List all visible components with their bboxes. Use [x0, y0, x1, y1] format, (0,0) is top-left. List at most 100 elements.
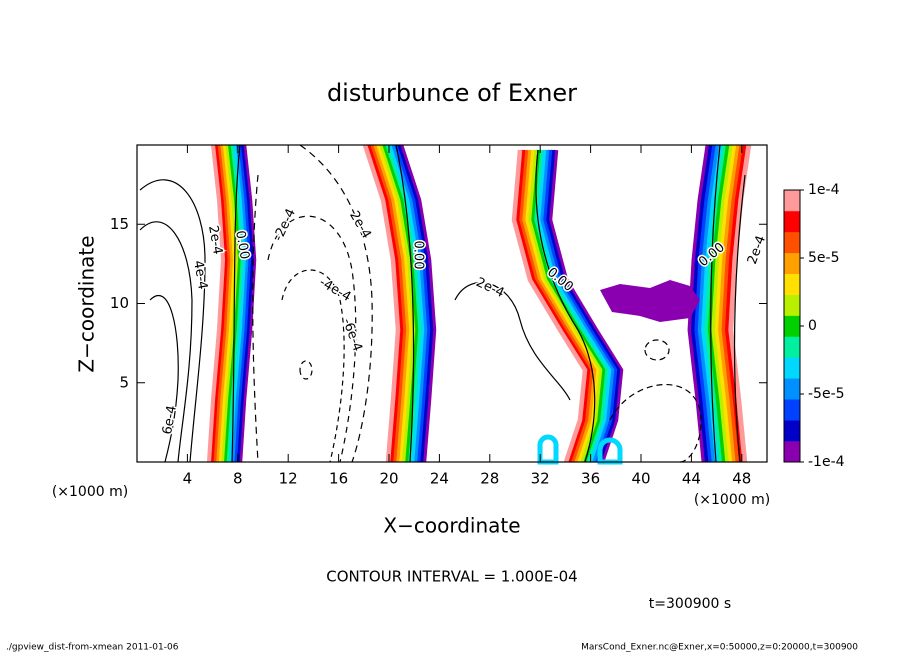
colorbar-swatch [784, 210, 800, 233]
y-unit-label: (×1000 m) [52, 484, 128, 500]
contour-line [252, 174, 259, 463]
x-tick-label: 32 [531, 470, 550, 488]
contour-line [644, 339, 670, 361]
contour-fill [217, 144, 236, 463]
contour-fill [523, 149, 600, 463]
contour-label: 0.00 [232, 229, 252, 260]
colorbar-tick-label: -5e-5 [808, 386, 845, 402]
contour-fill [383, 144, 422, 463]
contour-fill [704, 144, 728, 463]
contour-label: 6e-4 [160, 404, 180, 435]
contour-fill [365, 144, 404, 463]
contour-line [454, 282, 571, 401]
contour-fill [520, 149, 597, 463]
y-tick-label: 10 [110, 294, 129, 312]
contour-line [609, 384, 702, 463]
contour-fill [235, 144, 254, 463]
contour-label: 0.00 [411, 241, 426, 270]
contour-line [299, 360, 313, 380]
contour-fill [380, 144, 419, 463]
x-tick-label: 12 [279, 470, 298, 488]
contour-fill [517, 149, 594, 463]
colorbar-tick-label: -1e-4 [808, 454, 845, 470]
contour-fill [697, 144, 721, 463]
contour-line [299, 144, 373, 463]
contour-line [149, 294, 179, 463]
contour-fill [538, 149, 615, 463]
x-tick-label: 20 [379, 470, 398, 488]
x-tick-label: 16 [329, 470, 348, 488]
x-tick-label: 36 [581, 470, 600, 488]
y-axis-label: Z−coordinate [75, 235, 99, 372]
contour-fill [718, 144, 742, 463]
contour-label: -2e-4 [271, 206, 299, 243]
contour-line [139, 221, 193, 463]
contour-line [395, 144, 415, 463]
contour-line [733, 174, 746, 463]
contour-label: 2e-4 [745, 234, 769, 267]
contour-fill [209, 144, 228, 463]
contour-fill [374, 144, 413, 463]
contour-fill [511, 149, 588, 463]
x-tick-label: 28 [480, 470, 499, 488]
x-tick-label: 24 [430, 470, 449, 488]
colorbar-swatch [784, 252, 800, 274]
x-tick-label: 48 [732, 470, 751, 488]
contour-fill [371, 144, 410, 463]
colorbar-swatch [784, 336, 800, 358]
colorbar-swatch [784, 441, 800, 463]
contour-fill [547, 149, 624, 463]
contour-line [281, 269, 345, 463]
colorbar-tick-label: 0 [808, 318, 817, 334]
contour-label: 2e-4 [346, 209, 374, 242]
colorbar-swatch [784, 357, 800, 379]
contour-fill [532, 149, 609, 463]
contour-fill [544, 149, 621, 463]
colorbar-swatch [784, 190, 800, 212]
contour-fill [514, 149, 591, 463]
contour-fill [214, 144, 233, 463]
contour-label: -6e-4 [339, 316, 365, 353]
contour-fill [206, 144, 226, 463]
footer-left: ./gpview_dist-from-xmean 2011-01-06 [6, 643, 179, 653]
contour-line [139, 179, 206, 463]
contour-line [267, 215, 357, 463]
contour-line [710, 144, 721, 463]
colorbar-swatch [784, 315, 800, 337]
contour-line [231, 144, 241, 463]
contour-fill [362, 144, 401, 463]
colorbar-swatch [784, 231, 800, 254]
x-tick-label: 44 [682, 470, 701, 488]
colorbar-tick-label: 1e-4 [808, 182, 840, 198]
colorbar-swatch [784, 378, 800, 400]
y-tick-label: 5 [119, 373, 129, 391]
x-axis-label: X−coordinate [383, 514, 520, 538]
x-tick-label: 4 [183, 470, 193, 488]
contour-label: 2e-4 [205, 224, 225, 255]
contour-fill [230, 144, 249, 463]
contour-fill [232, 144, 252, 463]
time-label: t=300900 s [649, 596, 731, 612]
contour-fill [392, 144, 431, 463]
y-tick-label: 15 [110, 215, 129, 233]
contour-fill [368, 144, 407, 463]
contour-fill [222, 144, 241, 463]
colorbar-swatch [784, 273, 800, 295]
contour-fill [694, 144, 718, 463]
contour-fill [707, 144, 731, 463]
contour-fill [389, 144, 428, 463]
contour-fill [714, 144, 738, 463]
chart-title: disturbunce of Exner [327, 79, 577, 107]
contour-fill [537, 434, 623, 465]
contour-fill [377, 144, 416, 463]
contour-interval: CONTOUR INTERVAL = 1.000E-04 [326, 568, 577, 586]
x-unit-label: (×1000 m) [694, 492, 770, 508]
footer-right: MarsCond_Exner.nc@Exner,x=0:50000,z=0:20… [581, 643, 858, 653]
contour-fill [395, 144, 434, 463]
contour-label: 4e-4 [190, 259, 210, 290]
x-tick-label: 40 [631, 470, 650, 488]
colorbar-swatch [784, 420, 800, 442]
contour-fill [212, 144, 231, 463]
